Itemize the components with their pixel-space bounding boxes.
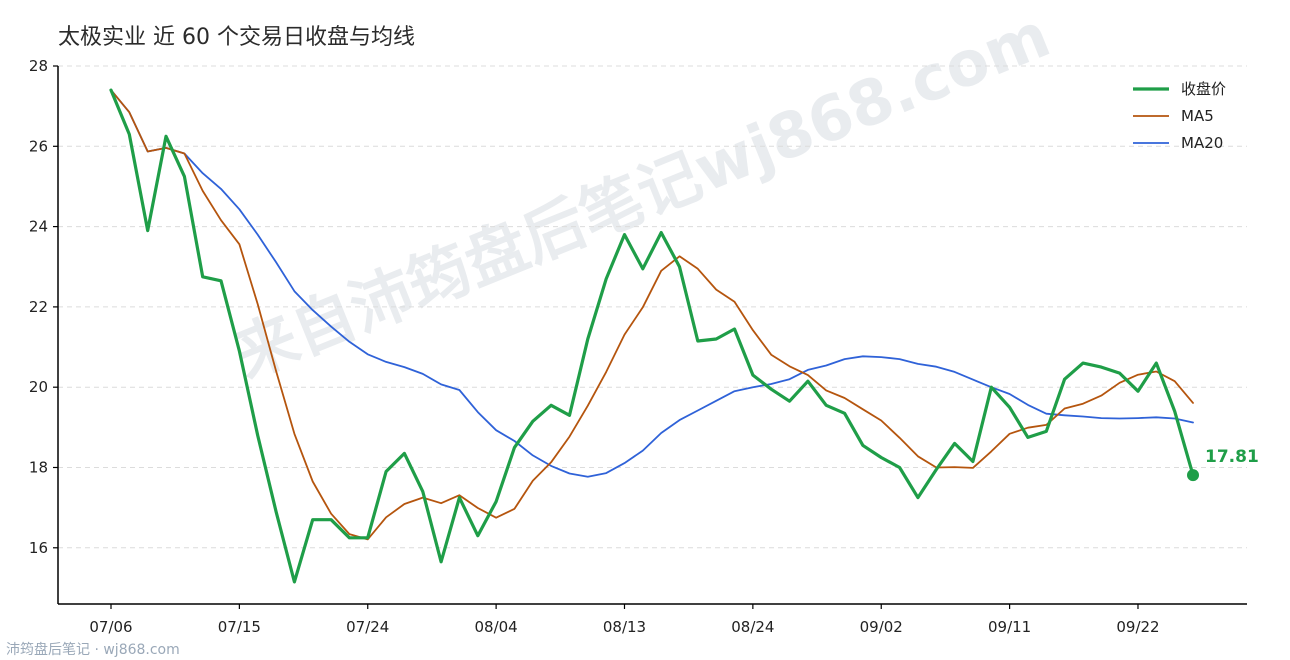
last-close-marker: [1187, 469, 1199, 482]
y-tick-label: 16: [29, 539, 48, 557]
axes: [57, 66, 1247, 605]
y-tick-label: 26: [29, 137, 48, 155]
y-tick-label: 20: [29, 378, 48, 396]
x-tick-label: 08/24: [731, 618, 774, 636]
y-tick-label: 18: [29, 458, 48, 476]
legend: 收盘价 MA5 MA20: [1133, 80, 1226, 152]
x-tick-label: 07/15: [218, 618, 261, 636]
series-line-ma20: [110, 89, 1194, 478]
legend-label-ma5: MA5: [1181, 107, 1214, 125]
legend-label-close: 收盘价: [1181, 80, 1226, 98]
legend-label-ma20: MA20: [1181, 134, 1223, 152]
series-line-close: [109, 88, 1195, 584]
series-line-ma5: [110, 89, 1194, 541]
x-ticks: 07/06 07/15 07/24 08/04 08/13 08/24 09/02 09/11…: [89, 604, 1160, 636]
last-close-label: 17.81: [1205, 447, 1259, 467]
footer-text: 沛筠盘后笔记 · wj868.com: [6, 641, 180, 658]
x-tick-label: 08/04: [475, 618, 518, 636]
chart-title: 太极实业 近 60 个交易日收盘与均线: [58, 25, 415, 50]
grid: [58, 65, 1247, 549]
y-tick-label: 22: [29, 298, 48, 316]
y-tick-label: 24: [29, 218, 48, 236]
y-ticks: 16 18 20 22 24 26 28: [29, 57, 58, 557]
watermark: 来自沛筠盘后笔记wj868.com: [224, 0, 1059, 392]
x-tick-label: 07/06: [89, 618, 132, 636]
last-close-marker-group: 17.81: [1187, 447, 1259, 482]
x-tick-label: 09/22: [1116, 618, 1159, 636]
x-tick-label: 09/11: [988, 618, 1031, 636]
x-tick-label: 09/02: [860, 618, 903, 636]
series-lines: [109, 88, 1195, 584]
x-tick-label: 07/24: [346, 618, 389, 636]
x-tick-label: 08/13: [603, 618, 646, 636]
y-tick-label: 28: [29, 57, 48, 75]
